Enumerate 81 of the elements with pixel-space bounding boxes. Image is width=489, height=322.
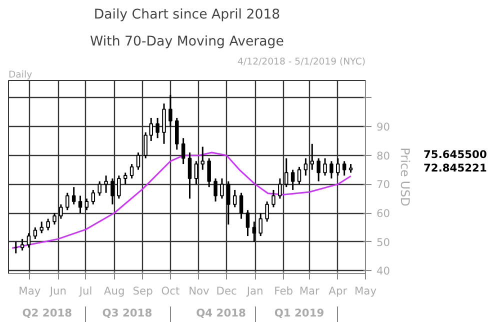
candlestick bbox=[123, 172, 128, 185]
x-tick-label: Oct bbox=[161, 284, 180, 298]
candlestick bbox=[188, 152, 192, 200]
y-tick-label: 40 bbox=[376, 264, 390, 278]
x-tick-label: Feb bbox=[274, 284, 294, 298]
text: Daily bbox=[8, 70, 33, 80]
candlestick bbox=[330, 160, 334, 180]
candlestick bbox=[66, 192, 70, 211]
x-tick-label: Apr bbox=[328, 284, 348, 298]
x-tick-label: Aug bbox=[104, 284, 125, 298]
candlestick bbox=[226, 180, 230, 226]
candlestick bbox=[336, 158, 340, 176]
candlestick bbox=[175, 117, 179, 150]
x-tick-label: Dec bbox=[216, 284, 238, 298]
candlestick bbox=[130, 163, 134, 180]
candlestick bbox=[33, 226, 38, 240]
text: 4/12/2018 - 5/1/2019 (NYC) bbox=[238, 56, 366, 68]
candlestick bbox=[91, 189, 96, 206]
candlestick bbox=[104, 174, 108, 194]
candlestick bbox=[26, 232, 31, 248]
y-axis-title: Price USD bbox=[398, 148, 412, 206]
candlestick bbox=[232, 189, 237, 208]
candlestick bbox=[342, 160, 346, 176]
y-tick-label: 60 bbox=[376, 207, 390, 220]
candlestick bbox=[144, 132, 148, 160]
candlestick bbox=[181, 137, 186, 165]
candlestick bbox=[220, 178, 224, 200]
candlestick bbox=[46, 218, 50, 232]
candlestick bbox=[246, 209, 250, 237]
x-tick-label: May bbox=[354, 284, 377, 298]
x-tick-label: Sep bbox=[132, 284, 154, 298]
candlestick bbox=[59, 204, 63, 220]
candlestick bbox=[98, 180, 102, 196]
candlestick bbox=[265, 200, 269, 222]
candlestick bbox=[110, 178, 114, 206]
candlestick bbox=[136, 152, 140, 171]
candlestick bbox=[284, 158, 288, 188]
chart-title: Daily Chart since April 2018 bbox=[94, 8, 280, 22]
candlestick bbox=[168, 94, 172, 128]
candlestick bbox=[200, 146, 205, 171]
candlestick bbox=[272, 189, 276, 208]
candlestick bbox=[239, 192, 244, 220]
candlestick bbox=[278, 178, 282, 200]
x2-tick-label: Q1 2019 bbox=[274, 306, 324, 320]
candlestick bbox=[149, 117, 153, 142]
candlestick bbox=[323, 158, 327, 176]
candlestick bbox=[52, 212, 56, 226]
candlestick bbox=[84, 198, 89, 211]
candlestick bbox=[207, 158, 211, 188]
y-tick-label: 80 bbox=[376, 149, 390, 162]
text: 75.645500 bbox=[424, 148, 487, 161]
x2-tick-label: Q3 2018 bbox=[102, 306, 152, 320]
candlestick bbox=[252, 220, 256, 243]
candlestick bbox=[156, 117, 160, 139]
candlestick bbox=[297, 166, 302, 185]
chart-subtitle: With 70-Day Moving Average bbox=[90, 34, 284, 50]
candlestick bbox=[290, 169, 295, 191]
candlestick bbox=[194, 160, 198, 185]
candlestick bbox=[78, 194, 82, 214]
x-tick-label: Mar bbox=[299, 284, 320, 298]
candlestick bbox=[117, 174, 121, 200]
candlestick bbox=[162, 102, 166, 145]
candlestick bbox=[20, 238, 24, 252]
candlestick bbox=[316, 158, 320, 182]
x-tick-label: May bbox=[18, 284, 41, 298]
candlestick bbox=[40, 220, 44, 234]
x2-tick-label: Q2 2018 bbox=[22, 306, 72, 320]
text: 72.845221 bbox=[424, 161, 487, 174]
x-tick-label: Jan bbox=[246, 284, 264, 298]
candlestick bbox=[310, 143, 314, 171]
y-tick-label: 70 bbox=[376, 178, 390, 192]
y-tick-label: 50 bbox=[376, 236, 390, 249]
candlestick bbox=[304, 158, 308, 176]
candlestick bbox=[72, 186, 76, 206]
x2-tick-label: Q4 2018 bbox=[196, 306, 246, 320]
candlestick bbox=[258, 212, 262, 237]
y-tick-label: 90 bbox=[376, 120, 390, 134]
x-tick-label: Jun bbox=[48, 284, 67, 298]
candlestick bbox=[214, 178, 218, 202]
x-tick-label: Jul bbox=[78, 284, 92, 298]
x-tick-label: Nov bbox=[188, 284, 210, 298]
